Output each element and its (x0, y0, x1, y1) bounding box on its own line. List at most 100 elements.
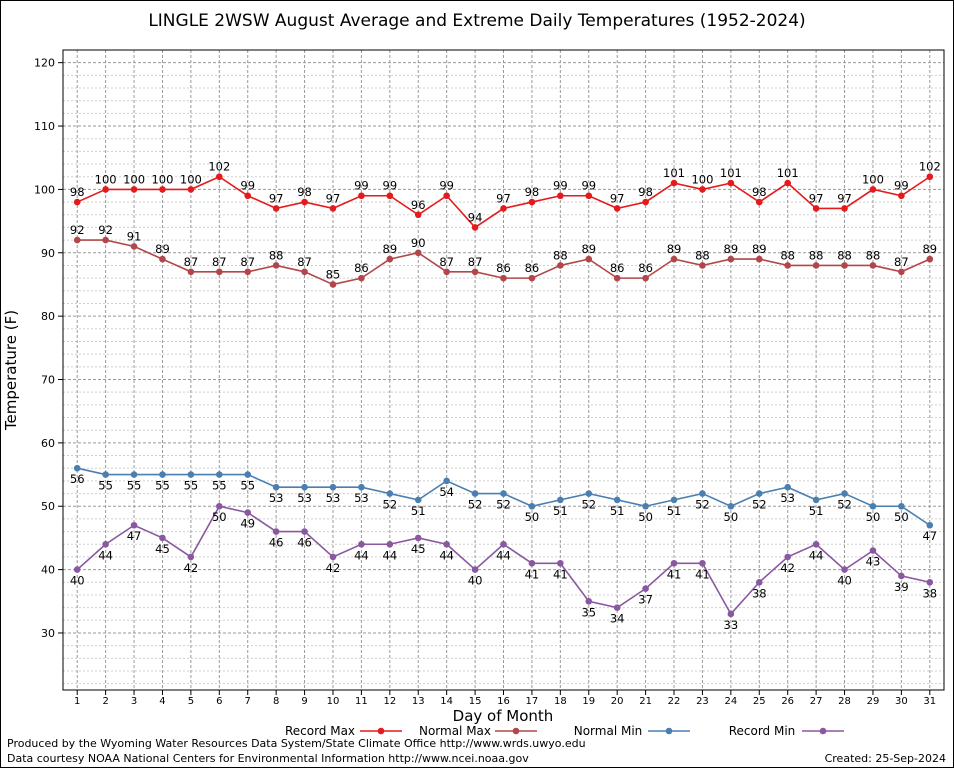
record-min-point (528, 559, 536, 567)
x-tick-label: 13 (412, 696, 425, 707)
normal-max-data-label: 88 (809, 248, 824, 262)
x-tick-label: 2 (102, 696, 108, 707)
normal-min-data-label: 50 (525, 510, 540, 524)
normal-min-data-label: 52 (383, 498, 398, 512)
normal-max-data-label: 92 (98, 223, 113, 237)
normal-min-point (898, 502, 905, 510)
record-min-data-label: 41 (553, 567, 568, 581)
legend-swatch-marker (512, 727, 520, 735)
x-tick-label: 18 (554, 696, 567, 707)
normal-max-point (727, 255, 735, 263)
y-tick-label: 80 (41, 310, 55, 323)
record-min-data-label: 46 (297, 536, 312, 550)
normal-max-data-label: 90 (411, 236, 426, 250)
data-labels: 98 100 100 100 100 102 99 97 98 97 99 99 96 99 94 97 98 9… (70, 160, 941, 632)
record-max-data-label: 97 (610, 191, 625, 205)
record-min-data-label: 45 (411, 542, 426, 556)
normal-max-point (926, 255, 934, 263)
normal-max-data-label: 88 (780, 248, 795, 262)
record-max-data-label: 97 (496, 191, 511, 205)
record-max-point (613, 205, 621, 212)
record-max-data-label: 100 (180, 172, 202, 186)
record-max-data-label: 98 (752, 185, 767, 199)
x-tick-label: 11 (355, 696, 368, 707)
record-max-point (414, 211, 422, 219)
normal-min-data-label: 52 (496, 498, 511, 512)
normal-min-point (301, 483, 308, 491)
record-max-point (699, 186, 706, 193)
record-max-point (898, 192, 905, 200)
normal-min-data-label: 55 (184, 479, 199, 493)
normal-min-point (755, 490, 763, 497)
normal-min-point (73, 464, 81, 472)
record-min-point (471, 566, 479, 573)
record-min-data-label: 42 (326, 561, 341, 575)
legend-item-record-max: Record Max (285, 724, 402, 738)
x-tick-label: 15 (469, 696, 482, 707)
record-max-data-label: 101 (777, 166, 799, 180)
record-max-point (272, 205, 280, 212)
normal-min-point (585, 490, 593, 497)
record-max-data-label: 99 (240, 179, 255, 193)
record-max-point (585, 192, 593, 200)
record-max-data-label: 97 (837, 191, 852, 205)
record-min-data-label: 50 (212, 510, 227, 524)
normal-max-point (784, 262, 791, 269)
normal-max-data-label: 86 (610, 261, 625, 275)
normal-min-point (926, 521, 934, 529)
normal-min-data-label: 47 (922, 529, 937, 543)
normal-min-point (841, 490, 848, 497)
record-max-data-label: 94 (468, 210, 483, 224)
normal-max-point (898, 268, 905, 276)
record-min-point (642, 585, 649, 592)
record-max-point (358, 192, 365, 200)
record-max-data-label: 99 (553, 179, 568, 193)
normal-max-data-label: 89 (752, 242, 767, 256)
created-date: Created: 25-Sep-2024 (824, 752, 946, 765)
record-max-data-label: 100 (151, 172, 173, 186)
normal-max-point (216, 268, 223, 276)
normal-max-point (699, 262, 706, 269)
normal-min-point (784, 483, 791, 491)
legend-swatch-marker (819, 727, 827, 735)
normal-max-point (272, 262, 280, 269)
legend-label: Record Max (285, 724, 355, 738)
normal-max-data-label: 89 (724, 242, 739, 256)
record-min-data-label: 40 (837, 574, 852, 588)
normal-min-data-label: 52 (695, 498, 710, 512)
y-tick-label: 110 (34, 120, 55, 133)
x-tick-label: 20 (611, 696, 624, 707)
record-max-point (443, 192, 450, 200)
record-min-point (216, 502, 223, 510)
record-min-point (812, 540, 820, 548)
normal-max-point (329, 281, 337, 288)
normal-min-data-label: 55 (98, 479, 113, 493)
record-max-data-label: 100 (95, 172, 117, 186)
normal-max-point (386, 255, 394, 263)
normal-max-point (130, 243, 138, 250)
normal-max-point (73, 236, 81, 244)
record-max-data-label: 97 (326, 191, 341, 205)
normal-max-point (159, 255, 166, 263)
normal-max-data-label: 88 (269, 248, 284, 262)
x-tick-label: 14 (440, 696, 453, 707)
record-min-point (869, 547, 877, 554)
record-min-data-label: 44 (809, 548, 824, 562)
x-tick-label: 7 (245, 696, 251, 707)
x-tick-label: 8 (273, 696, 279, 707)
x-tick-label: 3 (131, 696, 137, 707)
record-min-data-label: 42 (184, 561, 199, 575)
normal-max-point (443, 268, 450, 276)
record-max-point (73, 198, 81, 206)
legend-item-normal-max: Normal Max (419, 724, 537, 738)
record-max-data-label: 97 (809, 191, 824, 205)
normal-max-data-label: 88 (695, 248, 710, 262)
x-tick-label: 9 (301, 696, 307, 707)
normal-min-point (358, 483, 365, 491)
chart-title: LINGLE 2WSW August Average and Extreme D… (148, 11, 805, 31)
normal-max-point (187, 268, 195, 276)
normal-min-point (471, 490, 479, 497)
record-max-data-label: 100 (691, 172, 713, 186)
